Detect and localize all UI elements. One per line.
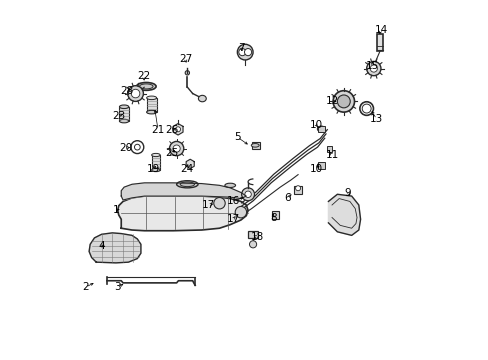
Polygon shape [328,194,360,235]
Text: 17: 17 [202,200,215,210]
Text: 2: 2 [82,282,89,292]
Ellipse shape [185,71,189,75]
Text: 5: 5 [234,132,240,142]
Ellipse shape [151,168,160,172]
Text: 1: 1 [112,205,119,215]
Circle shape [213,198,225,209]
Text: 27: 27 [179,54,192,64]
Text: 17: 17 [226,214,239,224]
Circle shape [131,89,140,98]
Ellipse shape [119,105,128,109]
Ellipse shape [146,96,156,100]
Polygon shape [121,183,246,200]
Text: 19: 19 [146,164,160,174]
Text: 7: 7 [237,43,244,53]
Bar [317,126,324,132]
Bar [247,231,258,238]
Circle shape [244,191,251,198]
Circle shape [235,206,246,218]
Text: 9: 9 [344,188,351,198]
Text: 11: 11 [325,150,338,160]
Text: 15: 15 [365,61,378,71]
Bar [251,142,259,149]
Bar [317,162,324,169]
Polygon shape [118,196,247,231]
Circle shape [131,141,143,154]
Circle shape [173,145,180,152]
Text: 20: 20 [119,143,132,153]
Circle shape [241,188,254,201]
Circle shape [127,86,143,102]
Ellipse shape [359,102,373,115]
Ellipse shape [151,153,160,157]
Ellipse shape [224,183,235,188]
Ellipse shape [251,144,259,147]
Bar [151,155,160,170]
Circle shape [366,62,380,76]
Ellipse shape [146,111,156,114]
Circle shape [169,141,183,156]
Ellipse shape [139,84,153,89]
Bar [376,33,382,51]
Text: 28: 28 [121,86,134,96]
Bar [326,147,332,152]
Ellipse shape [317,163,325,168]
Polygon shape [173,123,183,135]
Text: 16: 16 [227,197,240,206]
Circle shape [238,49,245,56]
Text: 21: 21 [151,125,164,135]
Text: 13: 13 [369,114,383,124]
Text: 23: 23 [112,111,125,121]
Ellipse shape [362,104,370,113]
Circle shape [175,127,180,132]
Text: 14: 14 [374,25,387,35]
Polygon shape [186,159,194,168]
Circle shape [369,65,377,72]
Text: 18: 18 [250,232,263,242]
Bar [146,98,156,112]
Bar [271,211,279,219]
Polygon shape [89,233,141,263]
Ellipse shape [180,182,194,186]
Circle shape [295,186,300,191]
Bar [119,107,128,121]
Text: 26: 26 [165,125,179,135]
Circle shape [237,44,253,60]
Text: 25: 25 [165,148,179,158]
Text: 10: 10 [309,120,322,130]
Circle shape [244,49,251,56]
Ellipse shape [119,119,128,123]
Text: 3: 3 [114,282,121,292]
Text: 12: 12 [325,96,338,107]
Circle shape [332,91,354,112]
Ellipse shape [317,126,325,132]
Text: 6: 6 [284,193,290,203]
Text: 4: 4 [98,241,105,251]
Text: 8: 8 [269,212,276,222]
Ellipse shape [198,95,206,102]
Text: 10: 10 [309,164,322,174]
Ellipse shape [176,181,198,188]
Text: 24: 24 [180,164,193,174]
Circle shape [249,241,256,248]
Circle shape [337,95,349,108]
Ellipse shape [136,82,156,90]
Circle shape [134,144,140,150]
Text: 22: 22 [137,71,150,81]
Bar [293,186,302,194]
